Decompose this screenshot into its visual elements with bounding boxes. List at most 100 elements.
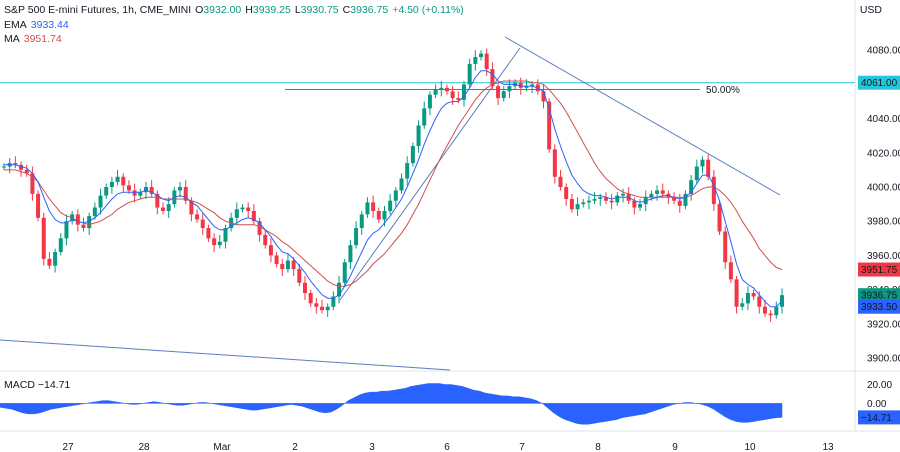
- fib-50-label: 50.00%: [706, 85, 740, 96]
- candle-body: [376, 210, 381, 220]
- macd-label: MACD: [4, 379, 35, 391]
- price-tick-label: 4000.00: [867, 183, 900, 194]
- candle-body: [115, 176, 120, 182]
- candle-body: [121, 176, 126, 186]
- candle-body: [53, 252, 58, 266]
- symbol-title[interactable]: S&P 500 E-mini Futures, 1h, CME_MINI: [4, 4, 192, 16]
- price-tick-label: 4020.00: [867, 148, 900, 159]
- candle-body: [314, 303, 319, 307]
- time-tick-label: 13: [822, 442, 834, 452]
- close-label: C: [342, 4, 351, 16]
- open-label: O: [195, 4, 204, 16]
- candle-body: [711, 176, 716, 205]
- ma-label: MA: [4, 33, 20, 45]
- candle-body: [728, 262, 733, 280]
- time-tick-label: 3: [369, 442, 375, 452]
- candle-body: [660, 190, 665, 194]
- time-tick-label: 10: [744, 442, 756, 452]
- candle-body: [399, 178, 404, 191]
- candle-body: [717, 204, 722, 232]
- price-tick-label: 4040.00: [867, 114, 900, 125]
- ema-row[interactable]: EMA 3933.44: [4, 18, 464, 33]
- candle-body: [422, 108, 427, 126]
- candle-body: [2, 166, 6, 168]
- candle-body: [689, 180, 694, 194]
- candle-body: [762, 306, 767, 314]
- candle-body: [558, 176, 563, 188]
- downtrend-line: [504, 36, 781, 196]
- candle-body: [223, 228, 228, 242]
- ema-value: 3933.44: [30, 18, 69, 31]
- candle-body: [433, 89, 438, 95]
- candle-body: [342, 262, 347, 283]
- candle-body: [234, 209, 239, 218]
- candle-body: [410, 145, 415, 164]
- candle-body: [81, 224, 86, 229]
- candle-body: [598, 197, 603, 199]
- candle-body: [331, 296, 336, 307]
- change-value: +4.50 (+0.11%): [392, 4, 464, 16]
- candle-body: [450, 91, 455, 99]
- candle-body: [274, 255, 279, 264]
- candle-body: [655, 190, 660, 194]
- time-tick-label: 8: [595, 442, 601, 452]
- candle-body: [251, 210, 256, 222]
- candle-body: [87, 216, 92, 229]
- candle-body: [496, 86, 501, 99]
- candle-body: [291, 260, 296, 270]
- candle-body: [745, 293, 750, 304]
- ma-line: [4, 80, 783, 287]
- candle-body: [178, 187, 183, 191]
- candle-body: [126, 185, 131, 191]
- candle-body: [768, 313, 773, 316]
- candle-body: [467, 63, 472, 85]
- candle-body: [672, 197, 677, 201]
- candle-body: [104, 187, 109, 196]
- candle-body: [456, 98, 461, 100]
- ema-price-badge: 3933.50: [861, 302, 898, 313]
- candle-body: [632, 200, 637, 208]
- macd-badge-bg: [858, 410, 900, 425]
- candle-body: [217, 241, 222, 246]
- close-value: 3936.75: [350, 4, 389, 16]
- time-tick-label: 28: [138, 442, 150, 452]
- candle-body: [490, 69, 495, 87]
- candle-body: [581, 202, 586, 205]
- candle-body: [592, 199, 597, 201]
- time-tick-label: 6: [444, 442, 450, 452]
- candle-body: [388, 200, 393, 211]
- candle-body: [280, 263, 285, 270]
- ma-price-badge-bg: [858, 262, 900, 277]
- low-label: L: [294, 4, 301, 16]
- time-tick-label: 27: [62, 442, 74, 452]
- macd-legend[interactable]: MACD −14.71: [4, 379, 70, 391]
- candle-body: [371, 202, 376, 211]
- level-price-badge: 4061.00: [861, 78, 898, 89]
- candle-body: [354, 228, 359, 246]
- time-tick-label: 2: [292, 442, 298, 452]
- candle-body: [195, 214, 200, 220]
- candle-body: [13, 163, 18, 165]
- candle-body: [501, 91, 506, 99]
- candle-body: [64, 221, 69, 239]
- candle-body: [337, 282, 342, 297]
- candle-body: [268, 245, 273, 256]
- macd-tick-label: 20.00: [867, 380, 892, 391]
- candle-body: [257, 221, 262, 235]
- candle-body: [586, 200, 591, 203]
- candle-body: [677, 200, 682, 206]
- candle-body: [649, 193, 654, 198]
- candle-body: [47, 258, 52, 266]
- ma-row[interactable]: MA 3951.74: [4, 32, 464, 47]
- candle-body: [427, 94, 432, 109]
- ohlc-row: S&P 500 E-mini Futures, 1h, CME_MINI O 39…: [4, 3, 464, 18]
- macd-value: −14.71: [37, 379, 71, 391]
- ma-value: 3951.74: [23, 33, 62, 45]
- candle-body: [348, 245, 353, 263]
- candle-body: [564, 187, 569, 199]
- candle-body: [524, 86, 529, 88]
- price-tick-label: 3900.00: [867, 354, 900, 365]
- candle-body: [212, 238, 217, 246]
- candle-body: [149, 187, 154, 194]
